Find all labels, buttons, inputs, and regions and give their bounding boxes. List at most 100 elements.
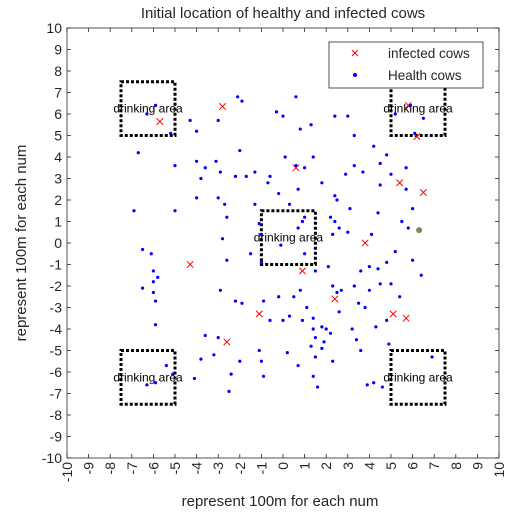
healthy-cow-point (400, 220, 403, 223)
healthy-cow-point (204, 166, 207, 169)
healthy-cow-point (346, 115, 349, 118)
x-tick-label: 8 (448, 462, 464, 470)
healthy-cow-point (217, 336, 220, 339)
healthy-cow-point (338, 226, 341, 229)
healthy-cow-point (303, 252, 306, 255)
healthy-cow-point (266, 181, 269, 184)
healthy-cow-point (154, 381, 157, 384)
healthy-cow-point (372, 381, 375, 384)
healthy-cow-point (137, 151, 140, 154)
healthy-cow-point (219, 289, 222, 292)
healthy-cow-point (262, 299, 265, 302)
healthy-cow-point (409, 104, 412, 107)
healthy-cow-point (368, 289, 371, 292)
healthy-cow-point (279, 244, 282, 247)
healthy-cow-point (286, 351, 289, 354)
healthy-cow-point (389, 282, 392, 285)
healthy-cow-point (407, 226, 410, 229)
legend-label-healthy: Health cows (388, 68, 462, 83)
healthy-cow-point (268, 175, 271, 178)
y-tick-label: -3 (50, 300, 63, 316)
drinking-area-label: drinking area (254, 231, 324, 245)
healthy-cow-point (189, 119, 192, 122)
healthy-cow-point (331, 284, 334, 287)
healthy-cow-point (303, 166, 306, 169)
healthy-cow-point (227, 390, 230, 393)
healthy-cow-point (152, 269, 155, 272)
x-axis-label: represent 100m for each num (182, 493, 379, 510)
healthy-cow-point (154, 104, 157, 107)
healthy-cow-point (288, 203, 291, 206)
x-tick-label: -7 (124, 462, 140, 475)
healthy-cow-point (340, 289, 343, 292)
x-tick-label: 6 (405, 462, 421, 470)
healthy-cow-point (236, 95, 239, 98)
healthy-cow-point (389, 173, 392, 176)
healthy-cow-point (301, 220, 304, 223)
healthy-cow-point (385, 261, 388, 264)
healthy-cow-point (346, 231, 349, 234)
healthy-cow-point (141, 248, 144, 251)
healthy-cow-point (297, 364, 300, 367)
healthy-cow-point (195, 196, 198, 199)
y-tick-label: 6 (54, 106, 62, 122)
healthy-cow-point (281, 115, 284, 118)
healthy-cow-point (322, 340, 325, 343)
healthy-cow-point (305, 306, 308, 309)
highlighted-cow-point (416, 227, 422, 233)
healthy-cow-point (405, 166, 408, 169)
healthy-cow-point (195, 160, 198, 163)
x-tick-label: 7 (426, 462, 442, 470)
healthy-cow-point (195, 130, 198, 133)
healthy-cow-point (145, 383, 148, 386)
healthy-cow-point (420, 274, 423, 277)
healthy-cow-point (329, 332, 332, 335)
healthy-cow-point (234, 175, 237, 178)
y-tick-label: -7 (50, 386, 63, 402)
y-tick-label: 5 (54, 128, 62, 144)
chart-title: Initial location of healthy and infected… (141, 5, 425, 22)
y-tick-label: 4 (54, 149, 62, 165)
healthy-cow-point (297, 188, 300, 191)
healthy-cow-point (281, 319, 284, 322)
healthy-cow-point (385, 153, 388, 156)
healthy-cow-point (217, 196, 220, 199)
healthy-cow-point (320, 325, 323, 328)
healthy-cow-point (258, 349, 261, 352)
healthy-cow-point (277, 295, 280, 298)
healthy-cow-point (268, 319, 271, 322)
healthy-cow-point (132, 209, 135, 212)
y-tick-label: 0 (54, 235, 62, 251)
healthy-cow-point (199, 177, 202, 180)
healthy-cow-point (301, 319, 304, 322)
healthy-cow-point (238, 149, 241, 152)
healthy-cow-point (320, 347, 323, 350)
healthy-cow-point (359, 269, 362, 272)
healthy-cow-point (225, 259, 228, 262)
healthy-cow-point (214, 160, 217, 163)
healthy-cow-point (230, 373, 233, 376)
healthy-cow-point (173, 209, 176, 212)
y-tick-label: -6 (50, 364, 63, 380)
x-tick-label: 5 (383, 462, 399, 470)
healthy-cow-point (152, 291, 155, 294)
healthy-cow-point (245, 175, 248, 178)
healthy-cow-point (387, 342, 390, 345)
healthy-cow-point (355, 338, 358, 341)
healthy-cow-point (223, 203, 226, 206)
healthy-cow-point (316, 385, 319, 388)
healthy-cow-point (288, 315, 291, 318)
healthy-cow-point (374, 325, 377, 328)
x-tick-label: 4 (361, 462, 377, 470)
healthy-cow-point (221, 237, 224, 240)
healthy-cow-point (335, 198, 338, 201)
healthy-cow-point (398, 295, 401, 298)
healthy-cow-point (312, 155, 315, 158)
x-tick-label: 0 (275, 462, 291, 470)
healthy-cow-point (309, 123, 312, 126)
healthy-cow-point (430, 355, 433, 358)
healthy-cow-point (299, 289, 302, 292)
healthy-cow-point (150, 252, 153, 255)
healthy-cow-point (320, 181, 323, 184)
healthy-cow-point (225, 216, 228, 219)
